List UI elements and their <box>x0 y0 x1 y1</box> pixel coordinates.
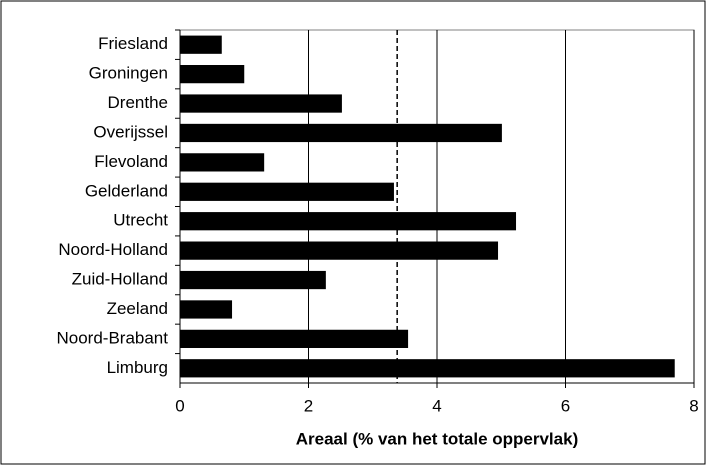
x-axis-label: Areaal (% van het totale oppervlak) <box>296 429 578 448</box>
y-tick-label: Zeeland <box>107 299 168 318</box>
y-tick-label: Flevoland <box>94 152 168 171</box>
bar <box>180 123 502 143</box>
bar <box>180 241 499 260</box>
x-tick-label: 0 <box>175 396 184 415</box>
bar <box>180 153 265 172</box>
y-tick-label: Noord-Holland <box>58 240 168 259</box>
bar <box>180 94 342 113</box>
x-tick-label: 8 <box>689 396 698 415</box>
y-tick-label: Friesland <box>98 34 168 53</box>
bar <box>180 300 233 319</box>
x-tick-label: 2 <box>304 396 313 415</box>
y-tick-label: Gelderland <box>85 181 168 200</box>
x-tick-label: 6 <box>561 396 570 415</box>
y-tick-label: Noord-Brabant <box>56 328 168 347</box>
y-tick-label: Groningen <box>89 64 168 83</box>
y-tick-label: Utrecht <box>113 211 168 230</box>
bar <box>180 182 394 201</box>
bar <box>180 359 675 378</box>
bar <box>180 329 409 348</box>
bar <box>180 270 326 290</box>
y-tick-label: Drenthe <box>108 93 168 112</box>
x-tick-label: 4 <box>432 396 441 415</box>
y-tick-label: Limburg <box>107 358 168 377</box>
bar <box>180 212 517 231</box>
bar <box>180 65 245 84</box>
y-tick-label: Zuid-Holland <box>72 270 168 289</box>
y-tick-label: Overijssel <box>93 122 168 141</box>
bar <box>180 35 222 54</box>
